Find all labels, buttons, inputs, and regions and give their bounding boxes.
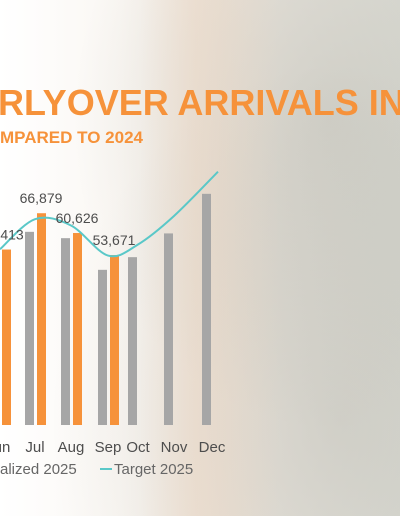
- x-tick-jul: Jul: [25, 439, 44, 456]
- chart-title: RLYOVER ARRIVALS IN 20: [0, 82, 400, 123]
- bar-2025-jun: [2, 249, 11, 425]
- bar-2024-sep: [98, 269, 107, 425]
- x-tick-dec: Dec: [199, 439, 226, 456]
- bar-2024-oct: [128, 257, 137, 425]
- chart-subtitle: MPARED TO 2024: [0, 128, 143, 147]
- bar-2024-dec: [202, 193, 211, 425]
- bar-2024-aug: [61, 238, 70, 425]
- target-2025-line: [0, 170, 219, 258]
- x-tick-sep: Sep: [95, 439, 122, 456]
- x-tick-aug: Aug: [58, 439, 85, 456]
- x-tick-oct: Oct: [126, 439, 150, 456]
- bar-2025-aug: [73, 233, 82, 425]
- x-tick-nov: Nov: [161, 439, 188, 456]
- bar-2025-jul: [37, 213, 46, 425]
- bar-2024-nov: [164, 233, 173, 425]
- bar-2024-jul: [25, 231, 34, 425]
- bar-2025-sep: [110, 255, 119, 425]
- legend-realized-2025: alized 2025: [0, 461, 77, 478]
- data-label-sep: 53,671: [93, 232, 136, 248]
- data-label-jul: 66,879: [20, 190, 63, 206]
- legend-target-2025: Target 2025: [114, 461, 193, 478]
- x-tick-jun: un: [0, 439, 10, 456]
- data-label-aug: 60,626: [56, 210, 99, 226]
- data-label-jun: 413: [0, 227, 24, 243]
